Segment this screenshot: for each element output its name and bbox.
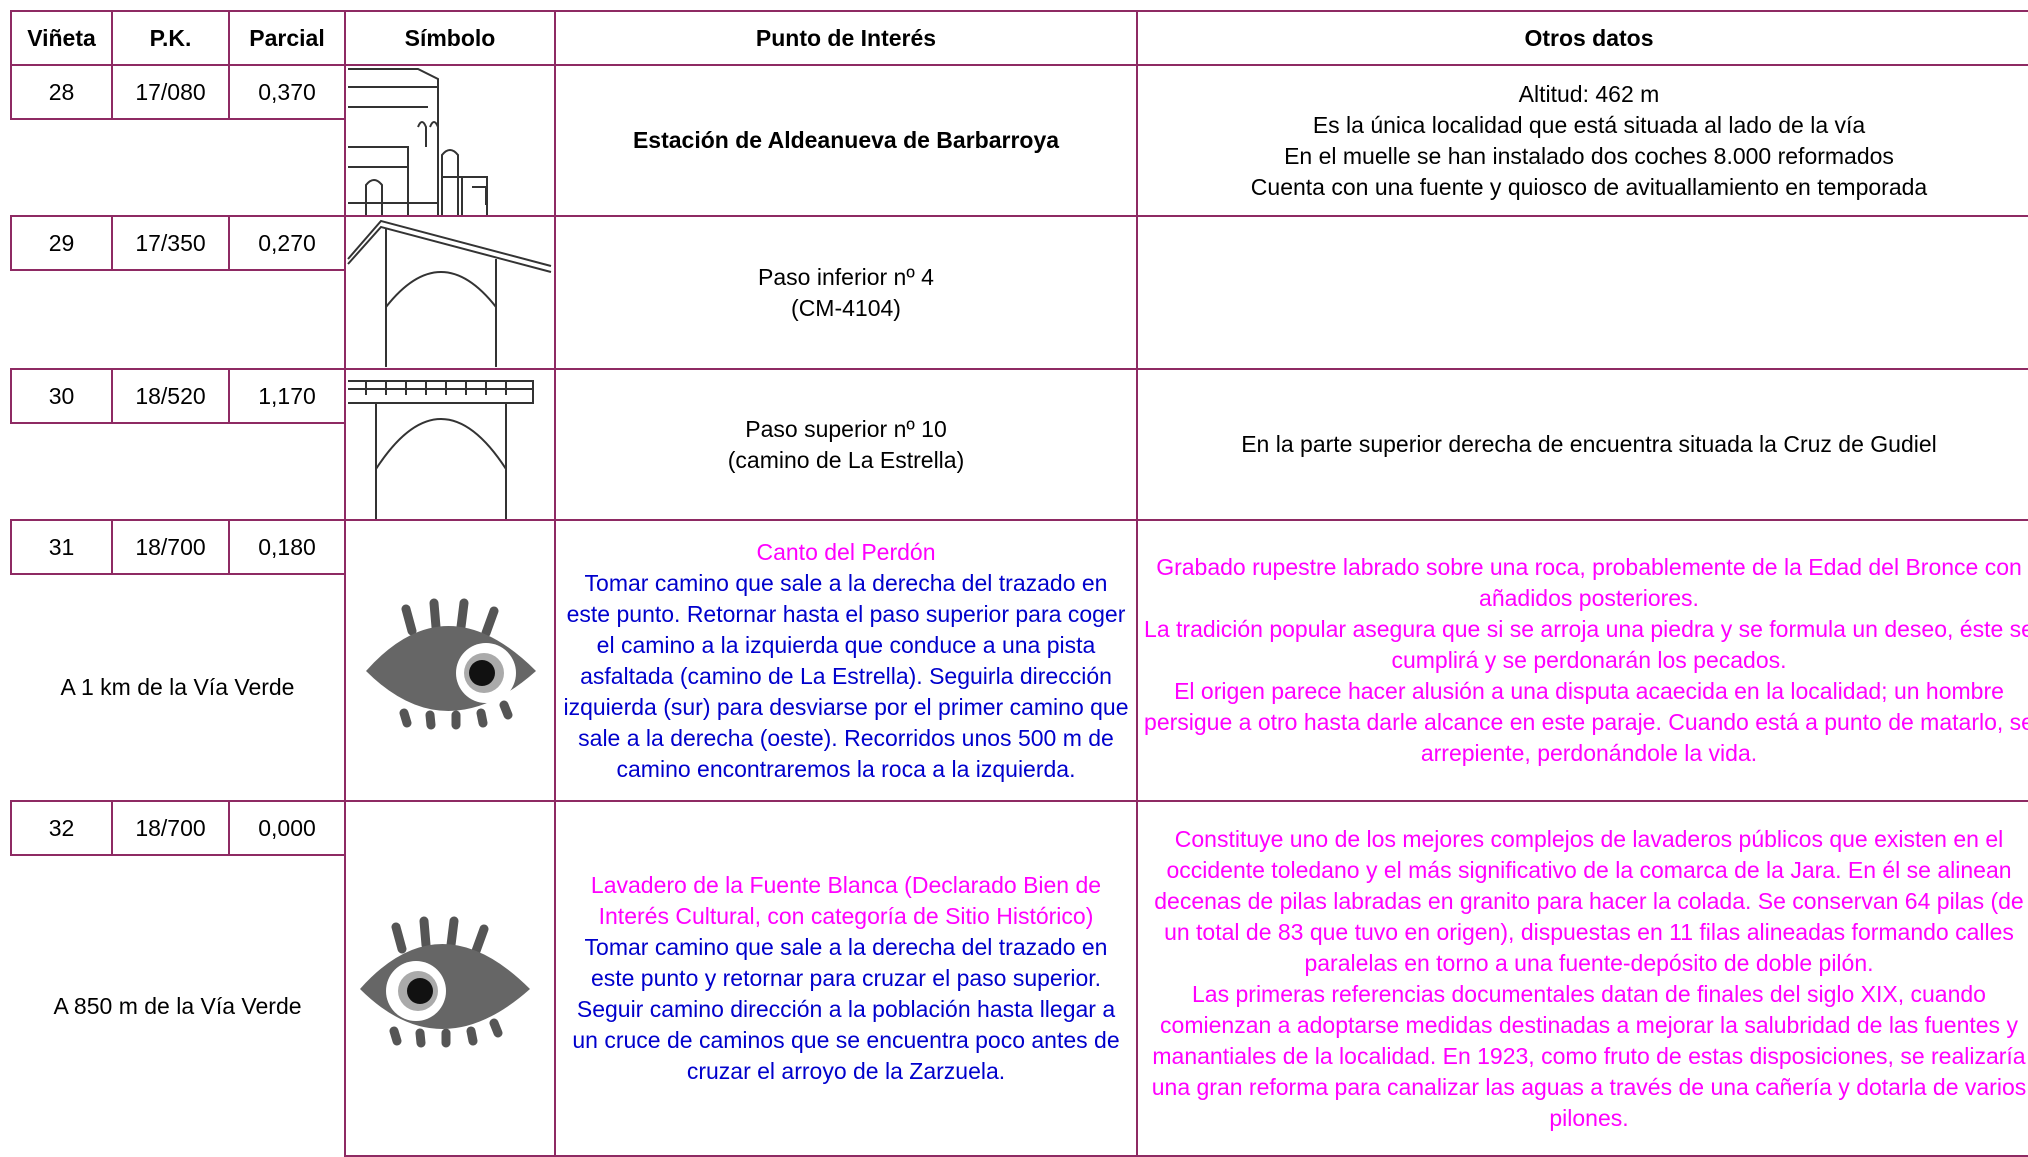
row-lower [11,269,2028,369]
otros-text: Constituye uno de los mejores complejos … [1154,825,2024,976]
pk-cell: 18/700 [111,519,230,575]
parcial-cell: 1,170 [228,368,346,424]
header-cell: Parcial [228,10,346,66]
symbol-cell [344,368,556,521]
poi-text: Canto del Perdón [756,538,936,565]
otros-text: En la parte superior derecha de encuentr… [1241,431,1937,457]
parcial-cell: 0,180 [228,519,346,575]
symbol-cell [344,215,556,370]
poi-cell: Estación de Aldeanueva de Barbarroya [554,64,1138,217]
header-cell: Otros datos [1136,10,2028,66]
header-cell: Símbolo [344,10,556,66]
overpass-icon [348,379,534,518]
header-cell: P.K. [111,10,230,66]
row-lower: A 850 m de la Vía Verde [11,854,2028,1156]
vineta-cell: 29 [10,215,113,271]
symbol-cell [344,64,556,217]
station-icon [348,67,488,214]
header-cell: Viñeta [10,10,113,66]
row-lower: A 1 km de la Vía Verde [11,573,2028,801]
otros-text: El origen parece hacer alusión a una dis… [1144,678,2028,766]
vineta-cell: 30 [10,368,113,424]
otros-text: Cuenta con una fuente y quiosco de avitu… [1250,173,1928,200]
row: 28 17/080 0,370 Estación de Aldeanueva de … [10,64,2028,217]
poi-cell: Canto del Perdón Tomar camino que sale a … [554,519,1138,802]
poi-cell: Paso superior nº 10 (camino de La Estrell… [554,368,1138,521]
route-table: Viñeta P.K. Parcial Símbolo Punto de Int… [10,10,2028,1157]
note-cell [11,422,346,520]
note-cell: A 850 m de la Vía Verde [11,854,346,1156]
row-lower [11,118,2028,216]
note-cell: A 1 km de la Vía Verde [11,573,346,801]
header-row: Viñeta P.K. Parcial Símbolo Punto de Int… [10,10,2028,66]
poi-cell: Lavadero de la Fuente Blanca (Declarado … [554,800,1138,1157]
otros-text: En el muelle se han instalado dos coches… [1284,142,1894,169]
vineta-cell: 32 [10,800,113,856]
poi-text: Tomar camino que sale a la derecha del t… [572,934,1120,1084]
vineta-cell: 31 [10,519,113,575]
pk-cell: 18/520 [111,368,230,424]
symbol-cell [344,519,556,802]
otros-cell: En la parte superior derecha de encuentr… [1136,368,2028,521]
poi-text: Paso superior nº 10 [745,415,947,442]
note-cell [11,269,346,369]
underpass-icon [347,219,552,367]
vineta-cell: 28 [10,64,113,120]
parcial-cell: 0,000 [228,800,346,856]
otros-cell: Grabado rupestre labrado sobre una roca,… [1136,519,2028,802]
otros-text: Altitud: 462 m [1518,80,1660,107]
eye-icon [366,598,536,729]
otros-text: Grabado rupestre labrado sobre una roca,… [1156,554,2022,611]
pk-cell: 18/700 [111,800,230,856]
otros-text: La tradición popular asegura que si se a… [1144,616,2028,673]
otros-text: Es la única localidad que está situada a… [1312,111,1866,138]
eye-icon [360,916,530,1047]
header-cell: Punto de Interés [554,10,1138,66]
pk-cell: 17/350 [111,215,230,271]
otros-cell: Constituye uno de los mejores complejos … [1136,800,2028,1157]
parcial-cell: 0,370 [228,64,346,120]
poi-text: Lavadero de la Fuente Blanca (Declarado … [590,872,1102,929]
otros-text: Las primeras referencias documentales da… [1151,980,2027,1131]
symbol-cell [344,800,556,1157]
row: 32 18/700 0,000 Lavadero de la Fuente Blan… [10,800,2028,1157]
poi-cell: Paso inferior nº 4 (CM-4104) [554,215,1138,370]
row: 30 18/520 1,170 Paso superior nº 10 (camino… [10,368,2028,521]
note-cell [11,118,346,216]
parcial-cell: 0,270 [228,215,346,271]
pk-cell: 17/080 [111,64,230,120]
row-lower [11,422,2028,520]
poi-text: (CM-4104) [791,294,901,321]
otros-cell [1136,215,2028,370]
poi-text: Estación de Aldeanueva de Barbarroya [632,127,1060,153]
poi-text: Paso inferior nº 4 [758,263,934,290]
poi-text: (camino de La Estrella) [727,446,965,473]
row: 31 18/700 0,180 Canto del Perdón Tomar cami… [10,519,2028,802]
row: 29 17/350 0,270 Paso inferior nº 4 (CM-4104… [10,215,2028,370]
poi-text: Tomar camino que sale a la derecha del t… [563,569,1129,782]
otros-cell: Altitud: 462 m Es la única localidad que … [1136,64,2028,217]
